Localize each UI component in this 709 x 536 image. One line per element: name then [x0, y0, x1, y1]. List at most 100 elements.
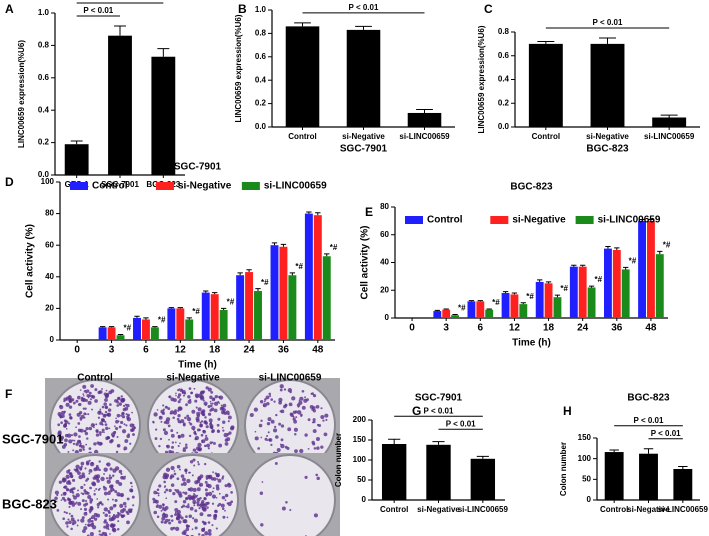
colony: [163, 480, 166, 484]
colony: [103, 402, 107, 406]
colony: [170, 527, 174, 531]
y-tick-label: 1.0: [38, 8, 50, 17]
colony: [85, 502, 89, 506]
colony: [159, 437, 163, 441]
colony: [120, 514, 125, 519]
colony: [174, 489, 177, 491]
y-tick-label: 0.6: [498, 51, 510, 60]
colony: [316, 476, 320, 481]
error-bar: [212, 292, 218, 295]
colony: [107, 408, 112, 412]
colony: [104, 519, 107, 522]
colony: [192, 517, 195, 520]
significance-label: P < 0.01: [593, 18, 623, 27]
colony: [131, 411, 133, 414]
significance-mark: *#: [261, 278, 269, 287]
colony: [163, 520, 167, 524]
colony: [129, 423, 134, 428]
colony: [88, 468, 93, 473]
colony: [222, 426, 224, 429]
colony: [185, 472, 188, 474]
colony: [126, 417, 132, 422]
legend-label: Control: [92, 181, 128, 192]
colony: [165, 419, 168, 422]
colony: [60, 494, 63, 496]
error-bar: [114, 25, 126, 36]
colony: [279, 388, 283, 392]
colony: [126, 497, 130, 501]
colony: [105, 426, 109, 431]
colony: [97, 506, 100, 509]
panel-label: D: [5, 175, 14, 189]
colony: [227, 501, 232, 507]
colony: [170, 465, 175, 471]
colony: [165, 497, 168, 500]
colony: [64, 433, 69, 438]
colony: [218, 402, 221, 404]
colony: [132, 504, 135, 507]
colony: [259, 491, 264, 495]
error-bar: [537, 41, 555, 44]
colony: [165, 467, 171, 472]
colony: [108, 427, 111, 430]
colony: [260, 436, 263, 439]
error-bar: [434, 309, 440, 312]
colony: [154, 437, 158, 440]
colony: [116, 400, 119, 404]
significance-mark: *#: [526, 292, 534, 301]
colony: [126, 512, 130, 516]
colony: [102, 485, 106, 489]
colony: [88, 391, 92, 395]
colony: [221, 507, 225, 510]
colony: [168, 521, 172, 525]
colony: [173, 470, 176, 472]
colony: [128, 509, 133, 514]
error-bar: [271, 242, 278, 246]
colony: [165, 473, 170, 478]
colony: [249, 412, 254, 418]
colony: [224, 493, 229, 498]
colony: [182, 448, 187, 453]
colony: [105, 392, 110, 397]
colony: [79, 428, 84, 433]
colony: [85, 399, 88, 402]
panel-label: E: [365, 205, 373, 219]
colony: [207, 514, 210, 517]
error-bar: [289, 272, 296, 276]
colony: [57, 431, 62, 436]
colony: [157, 494, 160, 497]
colony: [123, 446, 128, 451]
y-tick-label: 100: [41, 177, 55, 186]
colony: [107, 436, 111, 440]
colony: [98, 460, 101, 463]
x-tick-label: Control: [380, 505, 408, 514]
x-tick-label: 6: [478, 323, 484, 334]
colony: [220, 404, 223, 407]
colony: [111, 434, 115, 438]
x-tick-label: 36: [611, 323, 623, 334]
colony: [279, 384, 284, 389]
colony: [77, 422, 81, 425]
colony: [186, 504, 190, 509]
colony: [80, 444, 85, 449]
colony: [201, 439, 204, 442]
colony: [68, 500, 73, 505]
error-bar: [237, 272, 243, 276]
colony: [209, 395, 213, 399]
y-tick-label: 100: [353, 455, 367, 464]
significance-label: P < 0.01: [634, 416, 664, 425]
colony: [95, 464, 99, 468]
colony: [72, 449, 75, 452]
colony: [303, 398, 308, 403]
colony: [295, 416, 298, 419]
colony: [207, 447, 210, 450]
colony: [210, 427, 214, 430]
colony: [187, 395, 191, 399]
colony: [283, 388, 287, 391]
colony: [71, 487, 75, 491]
colony: [210, 391, 214, 394]
colony: [196, 497, 201, 502]
colony: [292, 410, 297, 414]
colony: [78, 448, 83, 452]
colony: [99, 408, 102, 411]
